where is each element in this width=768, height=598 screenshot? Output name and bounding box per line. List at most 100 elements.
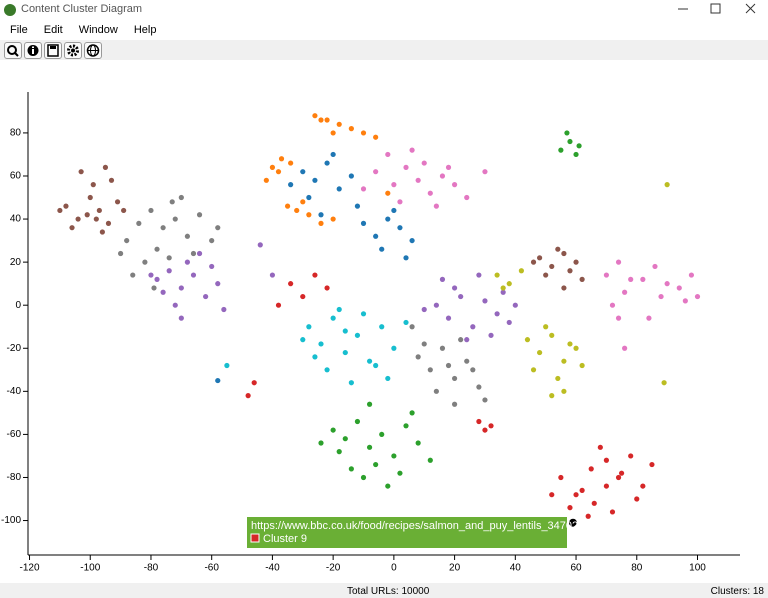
point [84,212,90,218]
point [379,246,385,252]
point [543,272,549,278]
tooltip-swatch [250,533,260,543]
point [209,237,215,244]
point [275,169,282,175]
point [664,182,670,188]
point [184,233,191,239]
point [75,216,81,222]
point [451,401,458,407]
point [78,169,84,175]
point [591,500,597,506]
point [470,367,476,373]
points [57,113,701,519]
point [488,332,494,338]
save-button[interactable] [44,42,62,59]
point [209,263,215,270]
point [373,169,379,175]
point [537,255,543,261]
x-tick-label: 40 [510,563,522,574]
point [588,466,594,472]
tooltip: https://www.bbc.co.uk/food/recipes/salmo… [247,517,578,548]
point [318,220,324,226]
point [433,203,439,209]
point [543,324,549,330]
y-tick-label: -100 [1,515,21,526]
point [561,250,567,257]
point [482,427,488,433]
point [476,418,482,425]
point [385,375,391,382]
point [166,255,172,261]
point [136,220,142,226]
search-button[interactable] [4,42,22,59]
point [567,138,573,145]
point [284,203,291,209]
point [385,190,391,196]
menu-item[interactable]: Help [133,24,157,36]
menu-item[interactable]: File [10,24,28,36]
point [306,194,312,201]
point [439,173,446,179]
point [439,345,446,351]
point [494,311,500,317]
point [93,216,99,222]
title-bar: Content Cluster Diagram [0,0,768,20]
point [482,298,488,304]
point [661,380,667,386]
point [451,182,458,188]
cluster-count: Clusters: 18 [710,586,764,597]
point [451,285,458,291]
close-button[interactable] [745,3,756,14]
tooltip-url: https://www.bbc.co.uk/food/recipes/salmo… [251,520,578,532]
point [275,302,282,308]
point [121,207,127,214]
point [524,337,531,343]
point [336,306,342,313]
point [573,151,579,158]
menu-item[interactable]: Edit [43,24,63,36]
info-button[interactable] [24,42,42,59]
point [445,164,452,170]
point [354,332,361,338]
point [288,182,294,188]
point [118,250,124,257]
point [300,169,306,175]
point [476,272,482,278]
menu-item[interactable]: Window [78,24,118,36]
point [178,194,184,201]
point [336,449,342,455]
point [348,466,354,472]
web-button[interactable] [84,42,102,59]
point [549,492,555,498]
point [433,388,439,394]
point [251,380,257,386]
point [615,474,622,481]
point [354,203,361,209]
y-tick-label: 40 [10,214,22,225]
point [500,289,506,295]
point [658,293,664,300]
point [615,259,622,265]
point [318,440,324,446]
point [585,513,591,519]
point [330,315,336,321]
point [439,276,446,282]
point [69,225,75,231]
point [148,207,154,214]
point [567,505,573,511]
point [564,130,570,136]
point [622,289,628,295]
point [257,242,263,248]
point [102,164,109,170]
point [342,349,348,356]
point [294,207,300,214]
point [336,186,342,192]
y-tick-label: -20 [7,343,22,354]
point [348,126,354,132]
point [330,130,336,136]
point [99,229,105,235]
point [312,113,318,119]
point [421,160,427,166]
maximize-button[interactable] [710,3,721,14]
settings-button[interactable] [64,42,82,59]
